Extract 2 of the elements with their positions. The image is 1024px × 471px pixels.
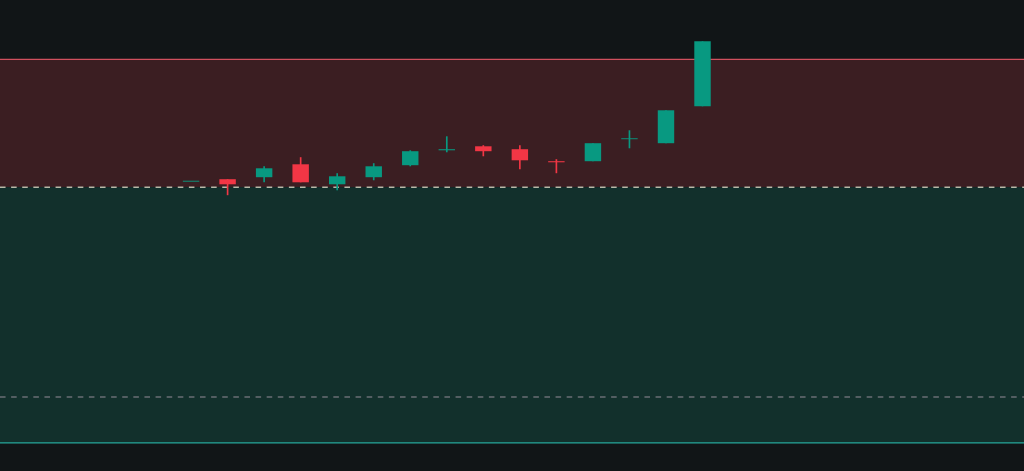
candlestick [511,144,529,171]
candlestick [292,156,309,184]
